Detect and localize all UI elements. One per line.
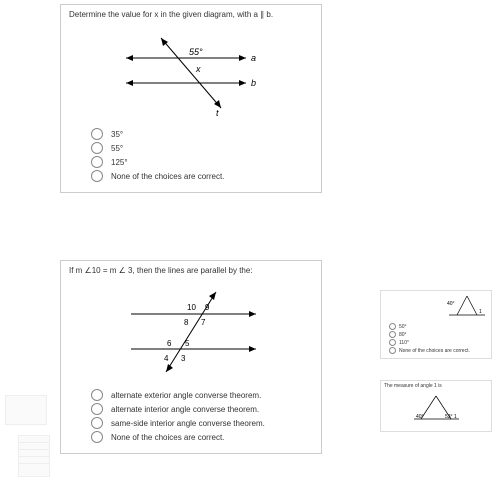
choice-label: 50° [399,324,407,330]
question-prompt: If m ∠10 = m ∠ 3, then the lines are par… [61,261,321,280]
angle-40: 40° [447,301,455,307]
choice-option[interactable]: None of the choices are correct. [91,431,313,443]
choice-label: 35° [111,130,123,139]
angle-1: 1 [454,414,457,420]
choice-option[interactable]: 110° [389,339,488,346]
angle-6: 6 [167,339,172,348]
angle-1: 1 [479,309,482,315]
question-prompt: The measure of angle 1 is [381,381,491,391]
x-label: x [195,64,201,74]
thumbnail-fragment [5,395,47,425]
radio-button[interactable] [91,417,103,429]
choice-option[interactable]: None of the choices are correct. [389,347,488,354]
thumbnail-fragment [18,435,50,477]
choice-option[interactable]: same-side interior angle converse theore… [91,417,313,429]
radio-button[interactable] [91,403,103,415]
angle-right: 53° [445,414,453,420]
line-a-label: a [251,53,256,63]
choice-label: 125° [111,158,128,167]
angle-5: 5 [185,339,190,348]
radio-button[interactable] [389,323,396,330]
choice-option[interactable]: 80° [389,331,488,338]
angle-10: 10 [187,303,196,312]
radio-button[interactable] [91,156,103,168]
angle-left: 40° [416,414,424,420]
triangle-diagram: 40° 1 [381,291,491,320]
choice-option[interactable]: alternate interior angle converse theore… [91,403,313,415]
transversal-label: t [216,108,219,118]
question-card-2: If m ∠10 = m ∠ 3, then the lines are par… [60,260,322,454]
triangle-diagram: 40° 53° 1 [381,391,491,423]
question-card-3: 40° 1 50° 80° 110° None of the choices a… [380,290,492,359]
choice-option[interactable]: 50° [389,323,488,330]
diagram-svg: 40° 1 [447,293,487,318]
radio-button[interactable] [389,347,396,354]
angle-8: 8 [184,318,189,327]
diagram-svg: 55° x a b t [101,28,281,118]
question-card-1: Determine the value for x in the given d… [60,4,322,193]
parallel-lines-diagram: 55° x a b t [61,24,321,122]
diagram-svg: 40° 53° 1 [409,391,464,423]
question-prompt: Determine the value for x in the given d… [61,5,321,24]
choice-list: alternate exterior angle converse theore… [61,383,321,453]
radio-button[interactable] [91,128,103,140]
radio-button[interactable] [389,331,396,338]
choice-list: 50° 80° 110° None of the choices are cor… [381,320,491,358]
choice-label: None of the choices are correct. [111,172,224,181]
question-card-4: The measure of angle 1 is 40° 53° 1 [380,380,492,432]
angle-7: 7 [201,318,206,327]
choice-label: 80° [399,332,407,338]
choice-option[interactable]: None of the choices are correct. [91,170,313,182]
choice-option[interactable]: 125° [91,156,313,168]
choice-label: 55° [111,144,123,153]
angle-4: 4 [164,354,169,363]
line-b-label: b [251,78,256,88]
choice-label: alternate interior angle converse theore… [111,405,259,414]
radio-button[interactable] [91,389,103,401]
transversal-diagram: 10 9 8 7 6 5 4 3 [61,280,321,383]
radio-button[interactable] [91,142,103,154]
choice-label: 110° [399,340,409,346]
radio-button[interactable] [91,170,103,182]
angle-9: 9 [205,303,210,312]
choice-label: None of the choices are correct. [111,433,224,442]
choice-option[interactable]: alternate exterior angle converse theore… [91,389,313,401]
choice-label: alternate exterior angle converse theore… [111,391,261,400]
choice-list: 35° 55° 125° None of the choices are cor… [61,122,321,192]
choice-option[interactable]: 35° [91,128,313,140]
angle-55-label: 55° [189,47,203,57]
choice-label: same-side interior angle converse theore… [111,419,265,428]
radio-button[interactable] [91,431,103,443]
choice-option[interactable]: 55° [91,142,313,154]
diagram-svg: 10 9 8 7 6 5 4 3 [111,284,271,379]
radio-button[interactable] [389,339,396,346]
angle-3: 3 [181,354,186,363]
choice-label: None of the choices are correct. [399,348,470,354]
